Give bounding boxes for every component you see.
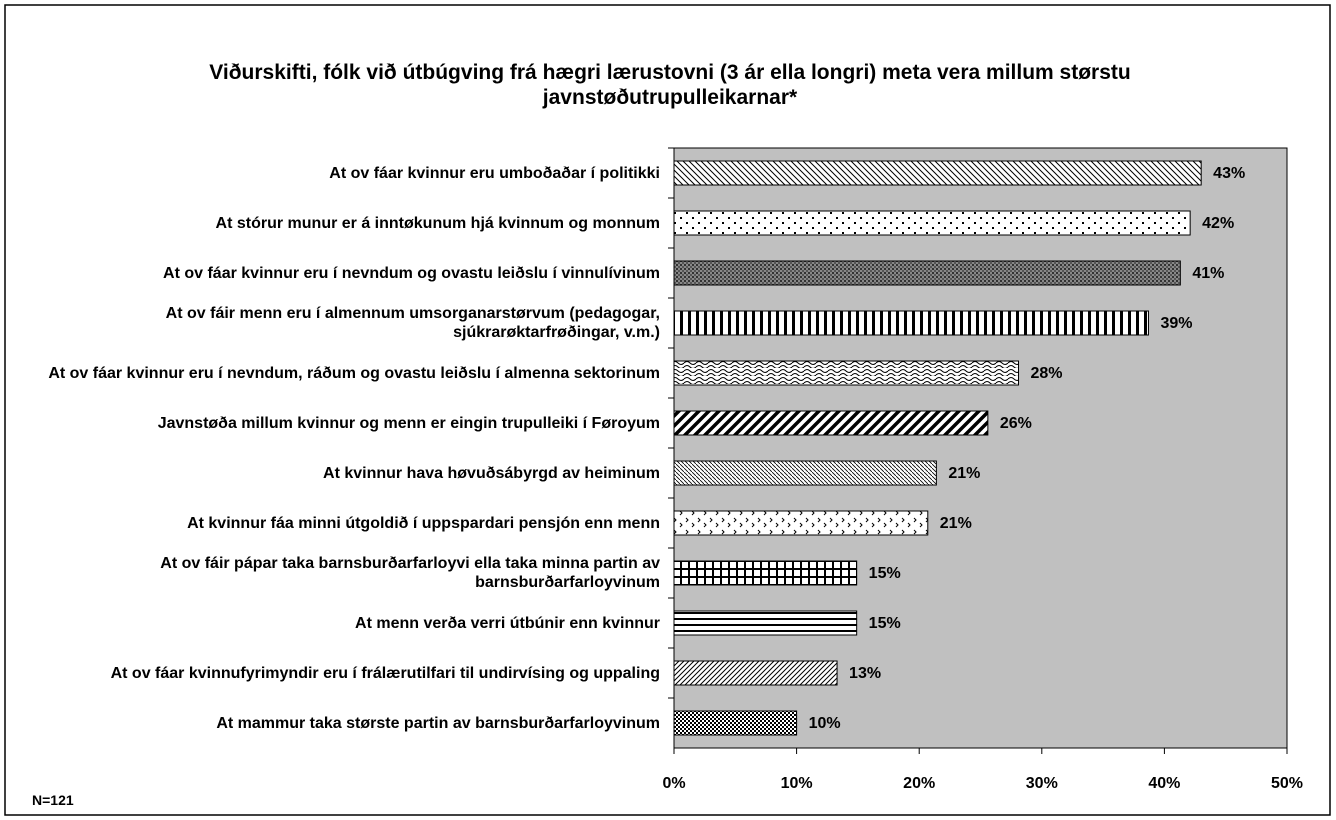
category-label: At ov fáar kvinnufyrimyndir eru í frálær… [110, 664, 660, 682]
category-label: At ov fáar kvinnur eru í nevndum, ráðum … [48, 364, 660, 382]
value-label: 43% [1213, 165, 1245, 182]
x-tick-label: 50% [1271, 775, 1303, 792]
plot-area [673, 147, 1288, 749]
category-label: At ov fáir pápar taka barnsburðarfarloyv… [160, 555, 660, 591]
category-label: At kvinnur fáa minni útgoldið í uppspard… [187, 514, 660, 532]
x-tick-label: 0% [662, 775, 685, 792]
bar [673, 510, 929, 536]
x-tick-label: 20% [903, 775, 935, 792]
category-label: At ov fáar kvinnur eru í nevndum og ovas… [163, 264, 660, 282]
category-label: Javnstøða millum kvinnur og menn er eing… [157, 414, 660, 432]
category-label: At mammur taka største partin av barnsbu… [216, 714, 660, 732]
value-label: 39% [1160, 315, 1192, 332]
bar [673, 560, 858, 586]
value-label: 21% [940, 515, 972, 532]
bar [673, 460, 937, 486]
category-label: At kvinnur hava høvuðsábyrgd av heiminum [323, 464, 660, 482]
value-label: 15% [869, 565, 901, 582]
chart-title: Viðurskifti, fólk við útbúgving frá hægr… [209, 61, 1131, 109]
value-label: 15% [869, 615, 901, 632]
value-label: 21% [948, 465, 980, 482]
bar [673, 360, 1020, 386]
value-label: 42% [1202, 215, 1234, 232]
bar [673, 410, 989, 436]
bar [673, 660, 838, 686]
category-label: At ov fáir menn eru í almennum umsorgana… [165, 305, 660, 341]
x-tick-label: 10% [781, 775, 813, 792]
category-label: At menn verða verri útbúnir enn kvinnur [355, 614, 660, 632]
bar [673, 710, 798, 736]
x-tick-label: 40% [1148, 775, 1180, 792]
value-label: 10% [809, 715, 841, 732]
value-label: 28% [1031, 365, 1063, 382]
bar [673, 260, 1181, 286]
value-label: 41% [1192, 265, 1224, 282]
bar [673, 210, 1191, 236]
bar [673, 160, 1202, 186]
value-label: 13% [849, 665, 881, 682]
note: N=121 [32, 792, 74, 808]
x-tick-label: 30% [1026, 775, 1058, 792]
value-label: 26% [1000, 415, 1032, 432]
chart-border [4, 4, 1331, 816]
bar [673, 610, 858, 636]
category-label: At stórur munur er á inntøkunum hjá kvin… [215, 214, 660, 232]
category-label: At ov fáar kvinnur eru umboðaðar í polit… [329, 164, 660, 182]
bar [673, 310, 1149, 336]
